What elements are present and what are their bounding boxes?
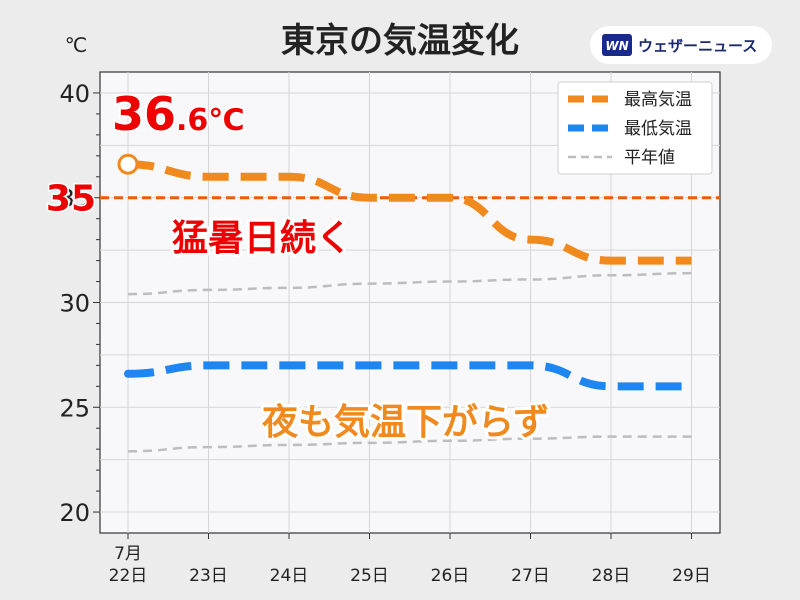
series-line-normal [127,271,692,296]
legend-label-high: 最高気温 [624,90,692,110]
legend-label-normal: 平年値 [624,148,675,168]
brand-badge: WN ウェザーニュース [590,26,772,64]
threshold-35-label: 35 [46,179,96,220]
x-tick-label: 29日 [672,566,711,586]
x-tick-label: 28日 [592,566,631,586]
series-line-low [127,361,692,391]
low-start-marker [124,369,132,378]
x-tick-label: 25日 [350,566,389,586]
brand-name: ウェザーニュース [638,37,757,55]
y-tick-label: 35 [59,185,90,213]
y-tick-label: 20 [59,499,90,527]
x-axis-ticks: 22日 23日 24日 25日 26日 27日 28日 29日 [109,533,711,586]
peak-marker [117,153,139,175]
chart-title: 東京の気温変化 [281,21,519,61]
y-tick-label: 40 [59,80,90,108]
y-axis-ticks: 20 25 30 35 40 [59,80,90,527]
y-unit-label: ℃ [65,33,87,57]
month-label: 7月 [114,544,142,564]
brand-logo-icon [602,34,632,56]
peak-temperature-fraction: .6℃ [176,103,245,138]
x-tick-label: 22日 [109,566,148,586]
legend-label-low: 最低気温 [624,119,692,139]
y-tick-label: 30 [59,290,90,318]
x-tick-label: 23日 [189,566,228,586]
legend-box [557,81,713,175]
peak-temperature-value: 36 [112,87,176,141]
y-minor-ticks [93,92,100,513]
warm-nights-annotation: 夜も気温下がらず [261,402,549,443]
series-layer [117,153,692,453]
x-tick-label: 26日 [431,566,470,586]
y-tick-label: 25 [59,394,90,422]
series-line-high [127,160,692,265]
brand-logo-text: WN [605,39,628,53]
hot-days-annotation: 猛暑日続く [172,218,352,259]
brand-badge-background [590,26,772,64]
peak-temperature-label: 36.6℃ [112,87,245,141]
x-tick-label: 24日 [270,566,309,586]
x-tick-label: 27日 [511,566,550,586]
series-line-normal-2 [127,435,692,453]
